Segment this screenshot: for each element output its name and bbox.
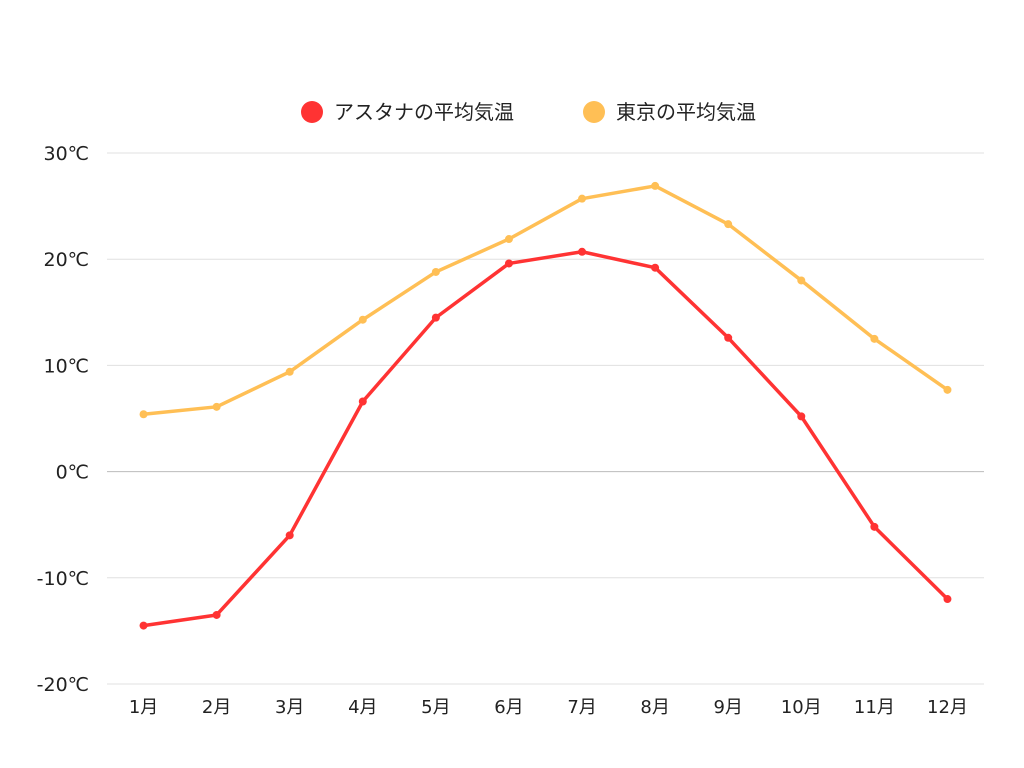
legend-label: 東京の平均気温 xyxy=(616,100,756,124)
data-point xyxy=(943,385,952,394)
data-point xyxy=(139,410,148,419)
legend-label: アスタナの平均気温 xyxy=(334,100,514,124)
data-point xyxy=(797,276,806,285)
data-point xyxy=(943,595,952,604)
x-tick-label: 4月 xyxy=(348,697,377,718)
x-tick-label: 12月 xyxy=(927,697,968,718)
data-point xyxy=(870,334,879,343)
x-tick-label: 6月 xyxy=(494,697,523,718)
x-tick-label: 3月 xyxy=(275,697,304,718)
data-point xyxy=(504,259,513,268)
x-axis: 1月 2月 3月 4月 5月 6月 7月 8月 9月 10月 11月 12月 xyxy=(129,697,968,718)
data-point xyxy=(431,267,440,276)
x-tick-label: 7月 xyxy=(567,697,596,718)
x-tick-label: 11月 xyxy=(854,697,895,718)
data-point xyxy=(285,531,294,540)
data-point xyxy=(212,402,221,411)
legend-marker xyxy=(301,101,323,123)
legend: アスタナの平均気温 東京の平均気温 xyxy=(301,100,756,124)
series-1 xyxy=(139,181,952,419)
data-point xyxy=(358,315,367,324)
data-point xyxy=(285,367,294,376)
data-point xyxy=(212,610,221,619)
data-point xyxy=(651,263,660,272)
data-point xyxy=(578,194,587,203)
y-tick-label: -10℃ xyxy=(37,568,89,590)
x-tick-label: 1月 xyxy=(129,697,158,718)
x-tick-label: 8月 xyxy=(640,697,669,718)
series-layer xyxy=(139,181,952,630)
y-tick-label: 0℃ xyxy=(56,462,89,484)
data-point xyxy=(724,333,733,342)
data-point xyxy=(870,522,879,531)
data-point xyxy=(431,313,440,322)
y-tick-label: 30℃ xyxy=(43,143,89,165)
x-tick-label: 10月 xyxy=(781,697,822,718)
y-tick-label: 10℃ xyxy=(43,355,89,377)
series-line xyxy=(143,250,949,628)
y-axis: 30℃ 20℃ 10℃ 0℃ -10℃ -20℃ xyxy=(37,143,89,696)
data-point xyxy=(578,247,587,256)
data-point xyxy=(358,397,367,406)
y-tick-label: -20℃ xyxy=(37,674,89,696)
y-tick-label: 20℃ xyxy=(43,249,89,271)
data-point xyxy=(797,412,806,421)
series-0 xyxy=(139,247,952,630)
x-tick-label: 9月 xyxy=(713,697,742,718)
data-point xyxy=(504,235,513,244)
grid xyxy=(107,152,984,685)
series-line xyxy=(143,184,949,416)
data-point xyxy=(651,181,660,190)
x-tick-label: 5月 xyxy=(421,697,450,718)
data-point xyxy=(139,621,148,630)
data-point xyxy=(724,220,733,229)
x-tick-label: 2月 xyxy=(202,697,231,718)
legend-marker xyxy=(583,101,605,123)
